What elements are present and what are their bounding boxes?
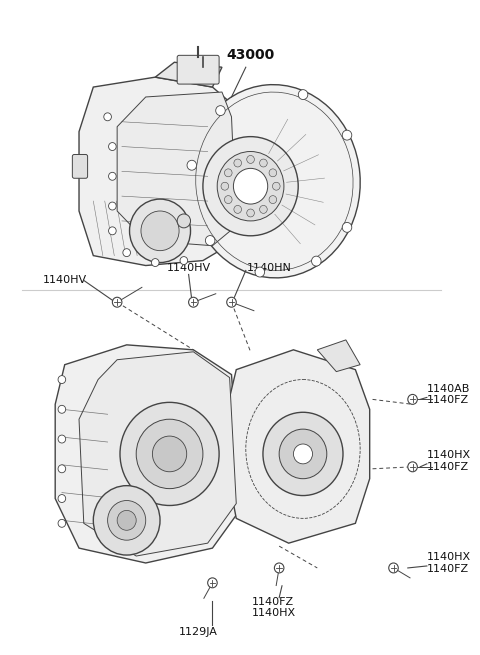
Text: 1140HX
1140FZ: 1140HX 1140FZ <box>427 552 471 574</box>
Text: 1140HN: 1140HN <box>247 263 292 272</box>
Circle shape <box>227 297 236 307</box>
Polygon shape <box>155 62 222 87</box>
Circle shape <box>152 259 159 267</box>
Text: 43000: 43000 <box>227 48 275 62</box>
Text: 1140HX
1140FZ: 1140HX 1140FZ <box>427 450 471 472</box>
Text: 1140AB
1140FZ: 1140AB 1140FZ <box>427 384 470 405</box>
Circle shape <box>269 169 276 177</box>
Circle shape <box>108 202 116 210</box>
Circle shape <box>108 143 116 151</box>
Circle shape <box>273 182 280 190</box>
FancyBboxPatch shape <box>72 155 87 178</box>
Circle shape <box>187 160 196 170</box>
Circle shape <box>58 375 66 384</box>
Circle shape <box>180 257 188 265</box>
Circle shape <box>263 412 343 496</box>
Circle shape <box>293 444 312 464</box>
Circle shape <box>123 249 131 257</box>
Text: 1140HV: 1140HV <box>167 263 211 272</box>
Circle shape <box>247 155 254 163</box>
Circle shape <box>221 182 228 190</box>
Circle shape <box>104 113 111 121</box>
Circle shape <box>136 419 203 489</box>
Circle shape <box>225 169 232 177</box>
Text: 1140FZ
1140HX: 1140FZ 1140HX <box>252 597 297 618</box>
Circle shape <box>298 90 308 100</box>
Circle shape <box>225 196 232 204</box>
Circle shape <box>108 172 116 180</box>
Circle shape <box>216 105 225 115</box>
Circle shape <box>205 236 215 246</box>
Circle shape <box>269 196 276 204</box>
Circle shape <box>177 214 191 228</box>
Polygon shape <box>117 92 236 246</box>
Circle shape <box>58 405 66 413</box>
Circle shape <box>58 465 66 473</box>
Text: 1129JA: 1129JA <box>179 627 217 637</box>
Circle shape <box>58 519 66 527</box>
Polygon shape <box>317 340 360 371</box>
FancyBboxPatch shape <box>177 55 219 84</box>
Text: 1140HV: 1140HV <box>43 275 87 286</box>
Circle shape <box>108 500 146 540</box>
Circle shape <box>108 227 116 234</box>
Circle shape <box>130 199 191 263</box>
Circle shape <box>247 209 254 217</box>
Circle shape <box>255 267 264 277</box>
Circle shape <box>112 297 122 307</box>
Polygon shape <box>55 345 241 563</box>
Circle shape <box>208 578 217 588</box>
Circle shape <box>279 429 327 479</box>
Circle shape <box>408 394 417 404</box>
Circle shape <box>233 168 268 204</box>
Polygon shape <box>79 352 236 556</box>
Circle shape <box>342 223 352 233</box>
Circle shape <box>389 563 398 573</box>
Polygon shape <box>227 350 370 543</box>
Circle shape <box>189 297 198 307</box>
Circle shape <box>312 256 321 266</box>
Circle shape <box>408 462 417 472</box>
Ellipse shape <box>189 84 360 278</box>
Circle shape <box>58 495 66 502</box>
Circle shape <box>153 436 187 472</box>
Circle shape <box>234 159 241 167</box>
Circle shape <box>260 159 267 167</box>
Circle shape <box>120 402 219 506</box>
Circle shape <box>93 485 160 555</box>
Circle shape <box>260 206 267 214</box>
Circle shape <box>275 563 284 573</box>
Circle shape <box>203 137 298 236</box>
Circle shape <box>117 510 136 531</box>
Circle shape <box>342 130 352 140</box>
Polygon shape <box>79 77 241 265</box>
Circle shape <box>58 435 66 443</box>
Circle shape <box>141 211 179 251</box>
Circle shape <box>217 151 284 221</box>
Circle shape <box>234 206 241 214</box>
